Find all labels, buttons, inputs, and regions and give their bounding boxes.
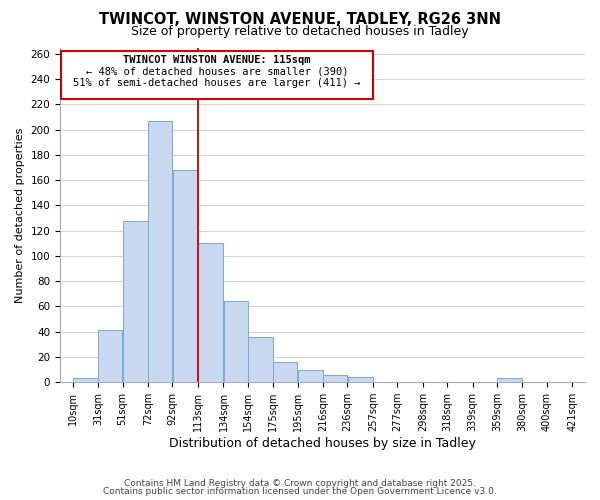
- Bar: [497, 378, 522, 382]
- Bar: [198, 244, 223, 382]
- Text: TWINCOT, WINSTON AVENUE, TADLEY, RG26 3NN: TWINCOT, WINSTON AVENUE, TADLEY, RG26 3N…: [99, 12, 501, 28]
- Bar: [98, 330, 122, 382]
- Bar: [347, 377, 373, 382]
- Bar: [73, 378, 98, 382]
- Bar: [298, 370, 323, 382]
- Bar: [173, 170, 198, 382]
- Bar: [148, 121, 172, 382]
- Y-axis label: Number of detached properties: Number of detached properties: [15, 127, 25, 302]
- Bar: [248, 337, 273, 382]
- Text: ← 48% of detached houses are smaller (390): ← 48% of detached houses are smaller (39…: [86, 66, 348, 76]
- Bar: [123, 220, 148, 382]
- FancyBboxPatch shape: [61, 52, 373, 100]
- Bar: [323, 374, 347, 382]
- Text: Size of property relative to detached houses in Tadley: Size of property relative to detached ho…: [131, 25, 469, 38]
- Text: Contains HM Land Registry data © Crown copyright and database right 2025.: Contains HM Land Registry data © Crown c…: [124, 478, 476, 488]
- Text: Contains public sector information licensed under the Open Government Licence v3: Contains public sector information licen…: [103, 487, 497, 496]
- Text: TWINCOT WINSTON AVENUE: 115sqm: TWINCOT WINSTON AVENUE: 115sqm: [123, 55, 311, 65]
- X-axis label: Distribution of detached houses by size in Tadley: Distribution of detached houses by size …: [169, 437, 476, 450]
- Bar: [274, 362, 298, 382]
- Text: 51% of semi-detached houses are larger (411) →: 51% of semi-detached houses are larger (…: [73, 78, 361, 88]
- Bar: [224, 302, 248, 382]
